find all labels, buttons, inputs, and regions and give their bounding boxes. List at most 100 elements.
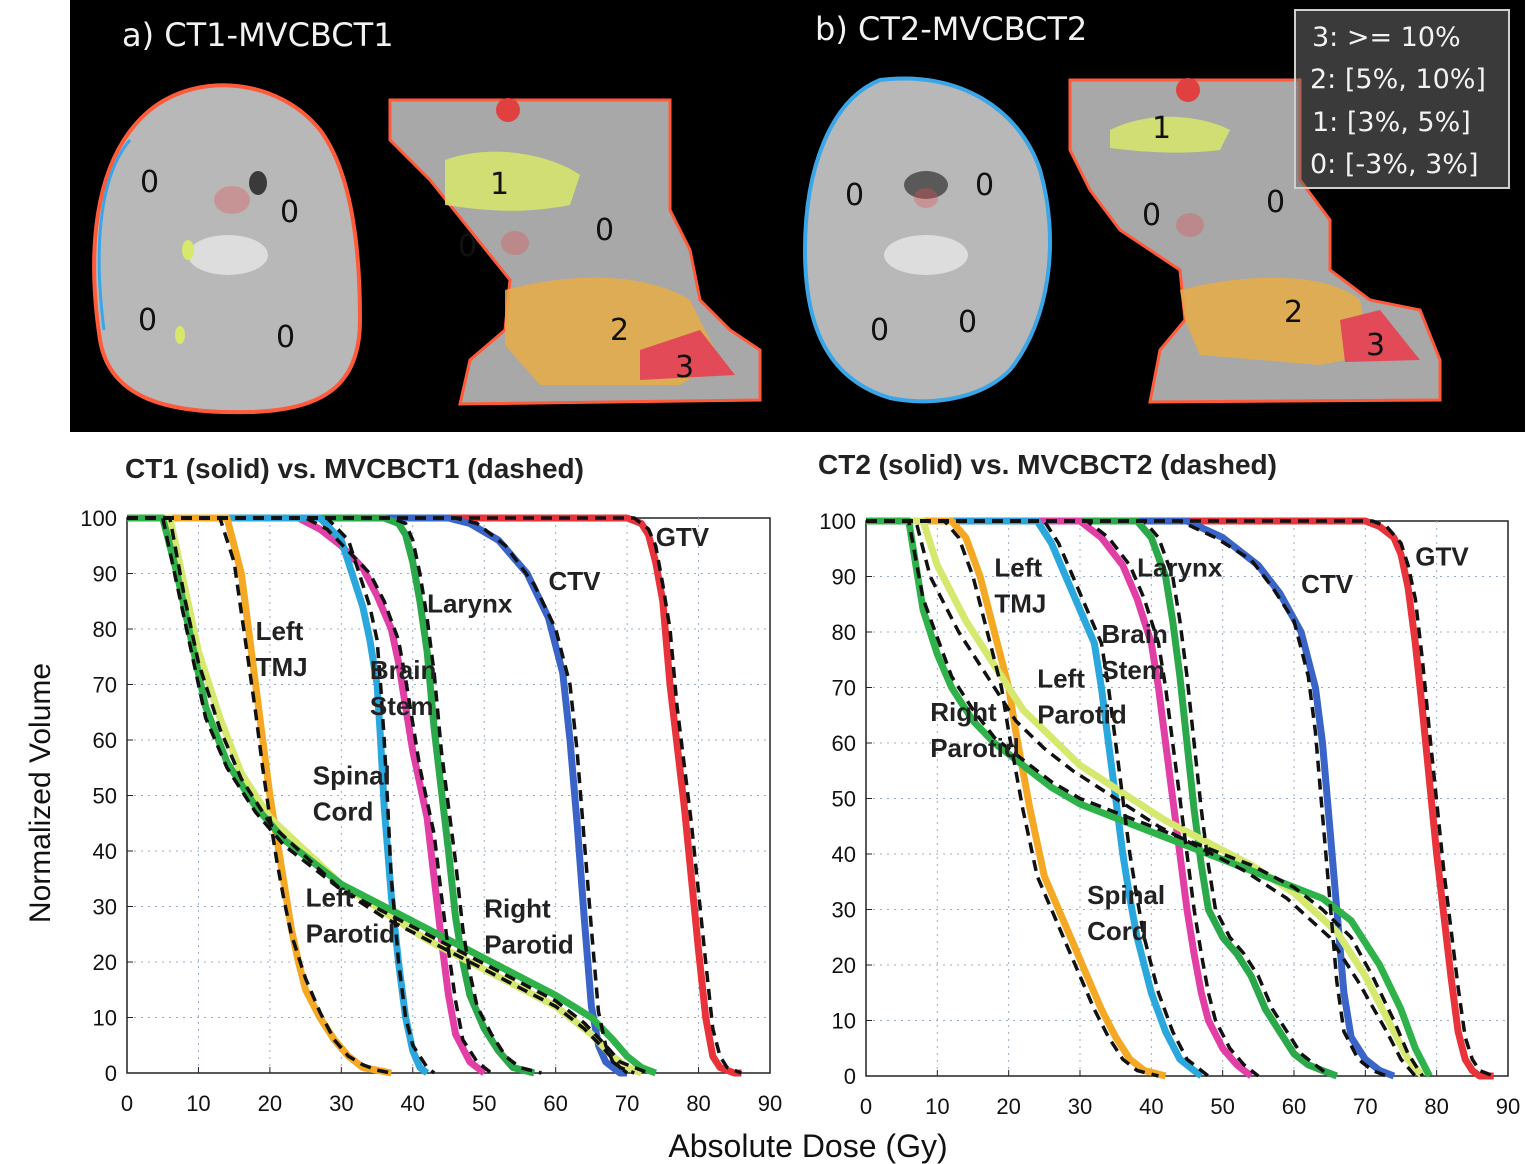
y-tick-label: 80 [93,617,117,642]
x-tick-label: 30 [1068,1094,1092,1119]
chart-title: CT2 (solid) vs. MVCBCT2 (dashed) [818,449,1277,480]
structure-label: CTV [549,566,602,596]
x-tick-label: 20 [258,1091,282,1116]
ct-image-panel: a) CT1-MVCBCT1 b) CT2-MVCBCT2 0 0 0 0 1 … [70,0,1525,432]
structure-label: Spinal Cord [1087,880,1165,946]
structure-label: Larynx [1137,553,1223,583]
region-label: 1 [490,167,509,202]
region-label: 2 [1284,295,1303,330]
y-tick-label: 60 [93,728,117,753]
series-ctv-solid [127,514,628,1077]
series-gtv-dashed [127,516,743,1075]
structure-label: Brain Stem [1101,619,1167,685]
y-tick-label: 40 [93,839,117,864]
structure-label: GTV [656,522,710,552]
series-left-parotid-solid [866,517,1426,1079]
y-tick-label: 50 [832,787,856,812]
series-left-tmj-solid [866,517,1167,1080]
y-tick-label: 60 [832,731,856,756]
y-tick-label: 30 [832,898,856,923]
series-brain-stem-dashed [866,519,1260,1078]
y-tick-label: 20 [93,950,117,975]
ct2-axial-slice [802,76,1052,404]
y-tick-label: 80 [832,620,856,645]
x-axis-label: Absolute Dose (Gy) [668,1128,947,1164]
series-larynx-solid [866,517,1339,1080]
series-gtv-solid [866,517,1494,1080]
x-tick-label: 30 [329,1091,353,1116]
y-tick-label: 0 [105,1061,117,1086]
x-tick-label: 50 [472,1091,496,1116]
series-left-parotid-dashed [127,516,635,1075]
region-label: 0 [845,178,864,213]
y-tick-label: 10 [832,1009,856,1034]
y-tick-label: 10 [93,1006,117,1031]
chart-title: CT1 (solid) vs. MVCBCT1 (dashed) [125,453,584,484]
dvh-chart-ct1: CT1 (solid) vs. MVCBCT1 (dashed) 0 10 20 30 4… [80,453,782,1116]
ct-title-a: a) CT1-MVCBCT1 [122,16,394,54]
series-spinal-cord-solid [866,517,1204,1079]
series-right-parotid-dashed [127,516,650,1075]
region-label: 0 [458,229,477,264]
x-tick-label: 90 [1496,1094,1520,1119]
series-larynx-solid [127,514,536,1077]
x-tick-label: 60 [543,1091,567,1116]
series-group [866,517,1495,1080]
series-brain-stem-solid [127,514,487,1076]
ct1-axial-slice [92,83,363,415]
series-larynx-dashed [127,516,542,1075]
y-tick-label: 70 [93,673,117,698]
series-ctv-solid [866,517,1396,1080]
ct1-sagittal-slice [388,98,762,406]
legend-entry: 1: [3%, 5%] [1312,107,1471,138]
region-label: 0 [1266,185,1285,220]
x-tick-label: 60 [1282,1094,1306,1119]
dvh-chart-ct2: CT2 (solid) vs. MVCBCT2 (dashed) 0 10 20 30 4… [818,449,1520,1119]
series-spinal-cord-dashed [127,516,436,1075]
y-tick-label: 90 [832,565,856,590]
series-left-tmj-dashed [127,516,392,1075]
legend-entry: 0: [-3%, 3%] [1310,149,1479,180]
region-label: 0 [280,195,299,230]
y-tick-label: 30 [93,895,117,920]
y-tick-label: 0 [844,1064,856,1089]
series-brain-stem-solid [866,517,1254,1079]
x-tick-label: 80 [1424,1094,1448,1119]
x-tick-label: 70 [615,1091,639,1116]
region-label: 0 [595,213,614,248]
region-label: 0 [276,320,295,355]
ct-title-b: b) CT2-MVCBCT2 [815,10,1087,48]
structure-label: GTV [1415,541,1469,571]
x-tick-label: 50 [1210,1094,1234,1119]
difference-legend: 3: >= 10% 2: [5%, 10%] 1: [3%, 5%] 0: [-… [1294,9,1510,189]
x-tick-label: 70 [1353,1094,1377,1119]
y-tick-label: 90 [93,562,117,587]
y-tick-label: 50 [93,784,117,809]
series-group [127,514,743,1077]
y-tick-label: 100 [819,509,856,534]
series-left-parotid-dashed [866,519,1417,1078]
series-right-parotid-solid [866,517,1433,1078]
x-tick-label: 0 [860,1094,872,1119]
structure-label: Left Parotid [306,883,396,949]
structure-label: Brain Stem [370,655,436,721]
region-label: 3 [675,350,694,385]
legend-entry: 2: [5%, 10%] [1310,64,1486,95]
region-label: 2 [610,313,629,348]
region-label: 0 [870,313,889,348]
y-tick-label: 40 [832,842,856,867]
region-label: 0 [138,303,157,338]
y-tick-label: 70 [832,676,856,701]
structure-label: Left TMJ [256,616,308,682]
structure-label: Spinal Cord [313,760,391,826]
y-axis-label: Normalized Volume [24,663,57,923]
x-tick-label: 40 [1139,1094,1163,1119]
x-tick-label: 0 [121,1091,133,1116]
y-tick-label: 100 [80,506,117,531]
series-larynx-dashed [866,519,1331,1078]
series-spinal-cord-dashed [866,519,1210,1078]
region-label: 1 [1152,111,1171,146]
series-gtv-solid [127,514,742,1077]
structure-label: Larynx [427,588,513,618]
